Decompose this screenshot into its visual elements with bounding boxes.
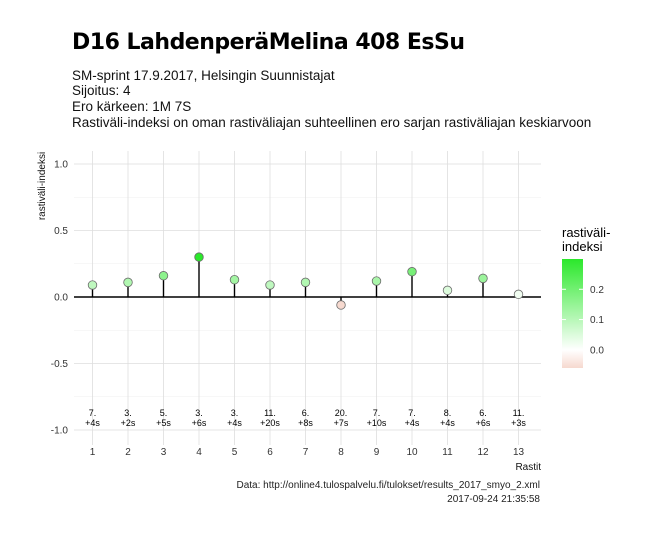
x-tick-label: 8: [338, 447, 344, 458]
x-tick-label: 3: [161, 447, 167, 458]
legend-tick-label: 0.0: [590, 345, 604, 356]
x-tick-label: 13: [513, 447, 525, 458]
x-tick-label: 12: [477, 447, 489, 458]
annotation-diff: +4s: [227, 418, 242, 428]
annotation-rank: 11.: [513, 408, 525, 418]
data-point: [478, 273, 488, 284]
legend-tick-label: 0.2: [590, 285, 604, 296]
chart-title: D16 LahdenperäMelina 408 EsSu: [72, 30, 465, 55]
annotation-rank: 8.: [444, 408, 452, 418]
annotation-rank: 7.: [89, 408, 97, 418]
x-tick-label: 5: [232, 447, 238, 458]
annotation-rank: 7.: [373, 408, 381, 418]
annotation-rank: 3.: [195, 408, 203, 418]
caption-timestamp: 2017-09-24 21:35:58: [447, 494, 540, 505]
data-point: [229, 275, 240, 285]
y-tick-label: 0.0: [54, 293, 68, 304]
x-tick-label: 2: [125, 447, 131, 458]
data-point: [336, 300, 346, 310]
data-point: [371, 276, 382, 286]
subtitle-description: Rastiväli-indeksi on oman rastiväliajan …: [72, 115, 592, 130]
subtitle-rank: Sijoitus: 4: [72, 83, 131, 98]
data-point: [265, 280, 275, 290]
annotation-rank: 6.: [302, 408, 310, 418]
caption-source: Data: http://online4.tulospalvelu.fi/tul…: [236, 480, 540, 491]
x-tick-label: 4: [196, 447, 202, 458]
annotation-diff: +6s: [192, 418, 207, 428]
annotation-diff: +4s: [440, 418, 455, 428]
subtitle-event: SM-sprint 17.9.2017, Helsingin Suunnista…: [72, 68, 335, 83]
y-tick-label: 1.0: [54, 160, 68, 171]
x-tick-label: 9: [374, 447, 380, 458]
annotation-rank: 20.: [335, 408, 348, 418]
data-point: [158, 271, 169, 281]
y-tick-label: 0.5: [54, 226, 68, 237]
data-point: [123, 277, 133, 288]
y-axis-title: rastiväli-indeksi: [37, 152, 48, 220]
annotation-rank: 3.: [231, 408, 239, 418]
annotation-rank: 11.: [264, 408, 276, 418]
data-point: [407, 267, 417, 277]
legend-colorbar: [562, 259, 583, 368]
data-point: [513, 289, 524, 300]
x-axis-title: Rastit: [515, 462, 541, 473]
annotation-rank: 7.: [408, 408, 416, 418]
data-point: [194, 252, 204, 262]
annotation-diff: +7s: [334, 418, 349, 428]
data-point: [300, 277, 311, 288]
annotation-diff: +8s: [298, 418, 313, 428]
annotation-diff: +6s: [476, 418, 491, 428]
legend-title-line-1: rastiväli-: [562, 225, 611, 240]
legend-tick-label: 0.1: [590, 315, 604, 326]
annotation-diff: +5s: [156, 418, 171, 428]
y-tick-label: -1.0: [51, 426, 69, 437]
y-tick-label: -0.5: [51, 359, 69, 370]
legend-title: rastiväli- indeksi: [562, 226, 610, 254]
x-tick-label: 1: [90, 447, 96, 458]
annotation-diff: +2s: [121, 418, 136, 428]
annotation-diff: +10s: [367, 418, 387, 428]
legend-title-line-2: indeksi: [562, 239, 603, 254]
data-point: [87, 280, 98, 290]
annotation-diff: +4s: [85, 418, 100, 428]
annotation-diff: +20s: [260, 418, 280, 428]
x-tick-label: 10: [406, 447, 418, 458]
annotation-rank: 6.: [479, 408, 487, 418]
annotation-rank: 3.: [124, 408, 132, 418]
annotation-rank: 5.: [160, 408, 168, 418]
x-tick-label: 11: [442, 447, 453, 458]
subtitle-gap: Ero kärkeen: 1M 7S: [72, 99, 192, 114]
data-point: [442, 285, 453, 296]
x-tick-label: 6: [267, 447, 273, 458]
x-tick-label: 7: [303, 447, 309, 458]
annotation-diff: +3s: [511, 418, 526, 428]
annotation-diff: +4s: [405, 418, 420, 428]
